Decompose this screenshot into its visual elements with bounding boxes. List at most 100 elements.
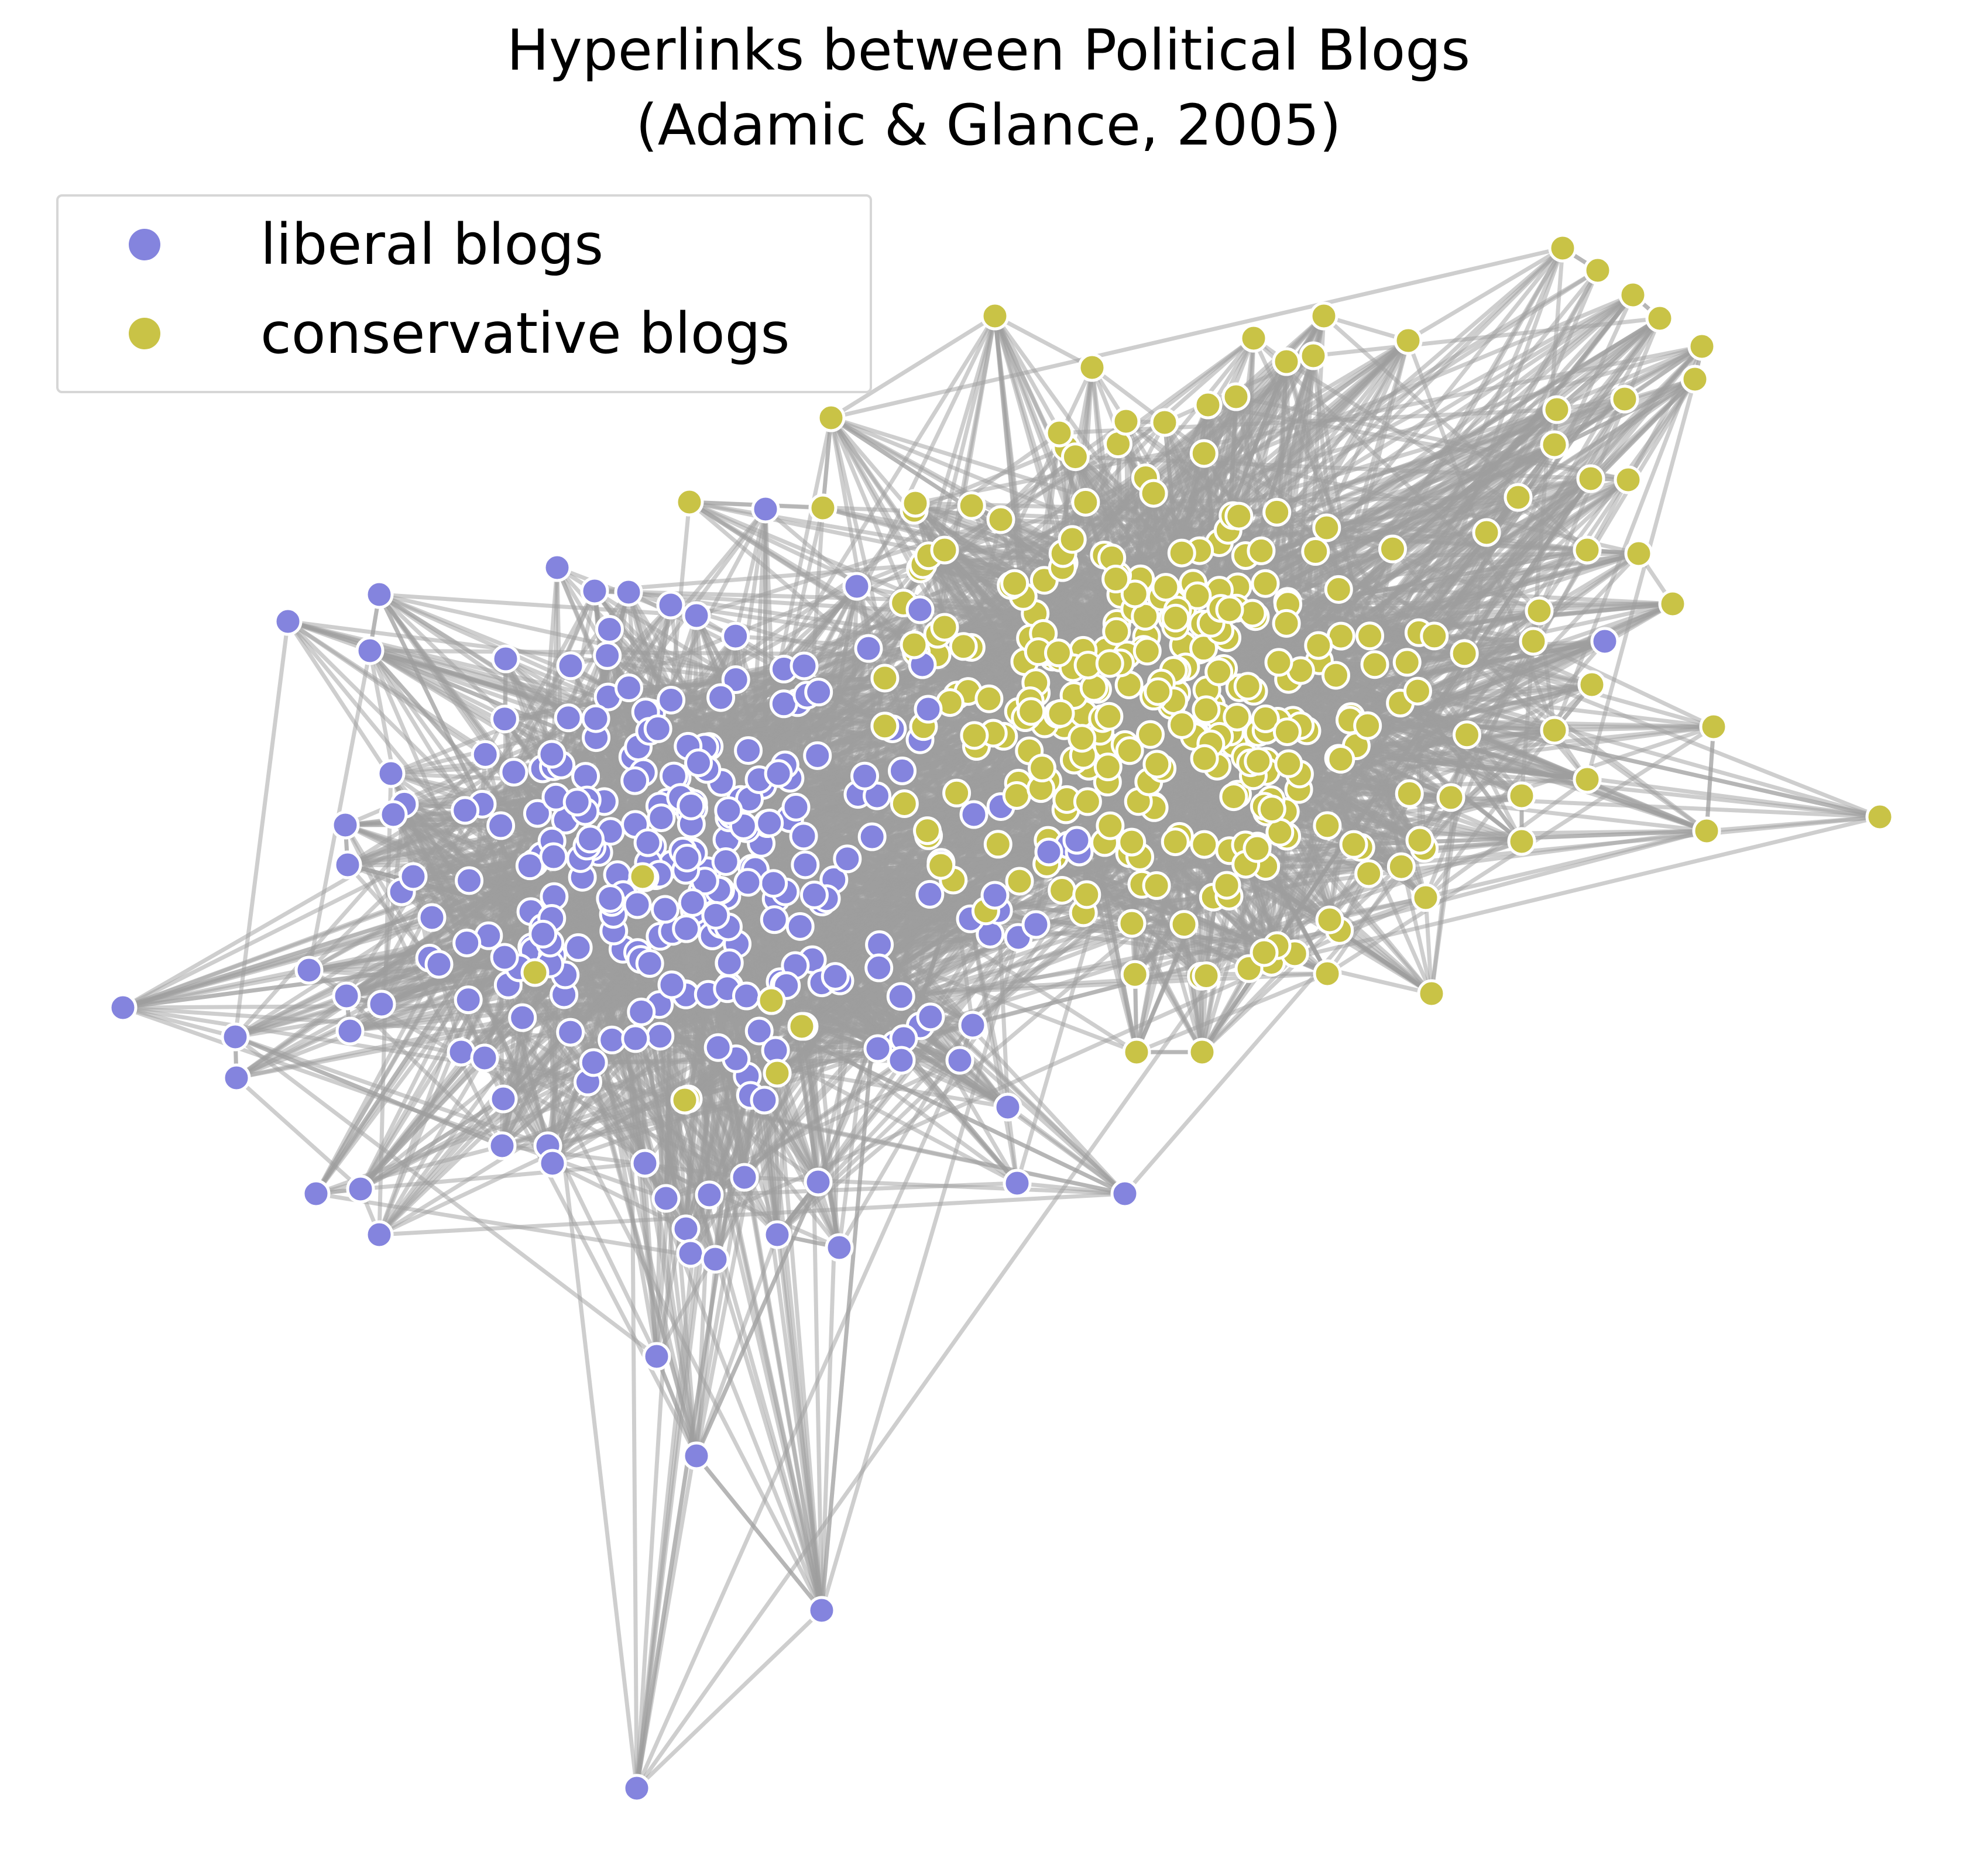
liberal-blog-node — [528, 919, 558, 949]
edge — [939, 345, 1703, 868]
edge — [1323, 314, 1409, 343]
liberal-blog-node — [575, 824, 605, 854]
liberal-blog-node — [614, 674, 643, 703]
liberal-blog-node — [864, 953, 894, 982]
edge — [1706, 815, 1880, 833]
edge — [234, 753, 487, 1039]
edge — [1147, 649, 1880, 819]
liberal-blog-node — [744, 1016, 774, 1046]
edge — [695, 1454, 823, 1612]
liberal-blog-node — [556, 1018, 585, 1047]
liberal-blog-node — [499, 758, 528, 787]
edge — [819, 967, 881, 1611]
liberal-blog-node — [706, 683, 736, 712]
liberal-blog-node — [564, 933, 593, 962]
liberal-blog-node — [451, 796, 480, 825]
edge — [643, 1162, 824, 1612]
edge — [379, 592, 697, 618]
edge — [1704, 726, 1716, 832]
liberal-blog-node — [721, 621, 750, 651]
liberal-blog-node — [734, 736, 763, 765]
liberal-blog-node — [571, 762, 600, 791]
edge — [694, 995, 903, 1457]
edge — [235, 855, 555, 1080]
liberal-blog-node — [781, 792, 811, 822]
node-layer — [108, 233, 1894, 1803]
edge — [1519, 248, 1565, 796]
liberal-blog-node — [799, 880, 829, 909]
liberal-blog-node — [759, 869, 788, 898]
liberal-blog-node — [523, 799, 552, 828]
liberal-blog-node — [791, 850, 820, 879]
edge — [1199, 586, 1240, 977]
edge — [821, 417, 833, 508]
liberal-blog-node — [486, 811, 516, 840]
edge — [764, 507, 859, 588]
edge — [1275, 398, 1626, 947]
edge — [819, 937, 1021, 1611]
edge — [1275, 511, 1523, 843]
liberal-blog-node — [620, 766, 650, 795]
edge — [636, 951, 824, 1611]
liberal-blog-node — [804, 678, 833, 707]
edge — [1417, 689, 1714, 729]
edge — [1554, 724, 1714, 733]
edge — [315, 1023, 973, 1196]
liberal-blog-node — [621, 1024, 650, 1053]
edge — [830, 246, 1563, 420]
liberal-blog-node — [703, 1033, 733, 1062]
liberal-blog-node — [755, 808, 784, 837]
edge — [1424, 729, 1556, 899]
edge — [568, 707, 929, 720]
liberal-blog-node — [916, 1002, 945, 1032]
edge — [635, 397, 1626, 1790]
edge — [634, 1076, 750, 1789]
liberal-blog-node — [857, 822, 887, 851]
liberal-blog-node — [764, 759, 793, 788]
liberal-blog-node — [714, 796, 743, 825]
liberal-blog-node — [627, 997, 656, 1026]
edge — [1252, 336, 1541, 613]
liberal-blog-node — [515, 851, 544, 881]
liberal-blog-node — [646, 1022, 675, 1051]
liberal-blog-node — [657, 970, 687, 999]
liberal-blog-node — [596, 884, 625, 913]
liberal-blog-node — [635, 949, 664, 978]
liberal-blog-node — [684, 748, 713, 778]
liberal-blog-node — [581, 704, 610, 733]
edge — [1265, 377, 1697, 813]
liberal-blog-node — [672, 914, 701, 943]
liberal-blog-node — [537, 740, 567, 769]
liberal-blog-node — [701, 901, 730, 930]
edge — [894, 1043, 1019, 1185]
liberal-blog-node — [915, 879, 945, 909]
edge — [709, 1181, 1018, 1197]
liberal-blog-node — [455, 866, 484, 895]
edge — [914, 501, 1012, 587]
edge — [122, 664, 805, 1010]
liberal-blog-node — [803, 741, 832, 770]
liberal-blog-node — [539, 842, 568, 871]
edge — [233, 621, 290, 1037]
edge — [598, 850, 1009, 1109]
liberal-blog-node — [556, 651, 585, 681]
liberal-blog-node — [732, 981, 761, 1011]
edge — [234, 1035, 658, 1358]
edge — [1114, 269, 1599, 581]
edge — [1133, 531, 1488, 976]
edge — [307, 650, 372, 971]
edge — [634, 1059, 962, 1789]
liberal-blog-node — [785, 912, 815, 941]
edge — [940, 863, 1133, 926]
edge — [635, 1609, 823, 1790]
liberal-blog-node — [647, 803, 676, 833]
edge — [1338, 756, 1880, 819]
liberal-blog-node — [454, 985, 483, 1015]
liberal-blog-node — [598, 1025, 627, 1054]
liberal-blog-node — [886, 982, 915, 1011]
liberal-blog-node — [554, 703, 583, 733]
liberal-blog-node — [593, 641, 622, 670]
liberal-blog-node — [490, 705, 519, 734]
liberal-blog-node — [711, 847, 740, 876]
